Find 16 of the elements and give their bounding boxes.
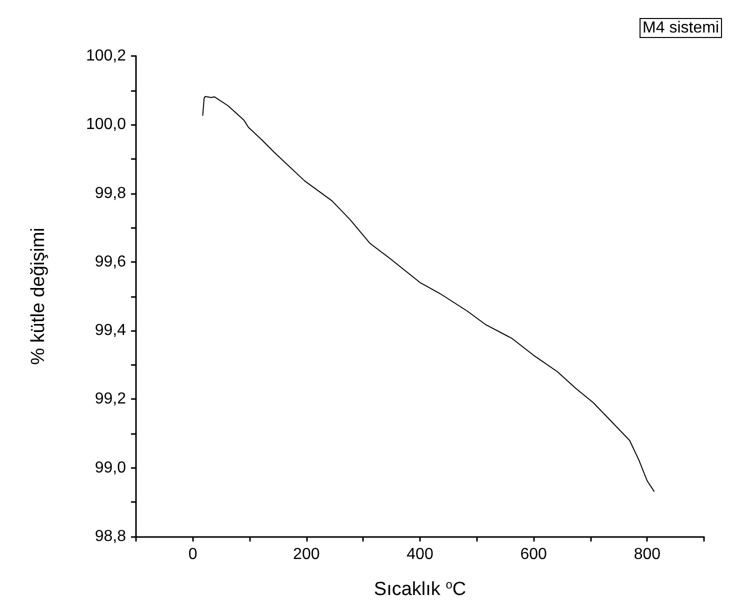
x-tick-label: 400 xyxy=(406,546,434,563)
y-axis-title: % kütle değişimi xyxy=(28,228,49,365)
y-tick-label: 98,8 xyxy=(94,528,126,545)
y-tick-label: 99,2 xyxy=(94,390,126,408)
x-tick-label: 600 xyxy=(520,546,548,563)
y-tick-label: 99,6 xyxy=(94,253,126,270)
y-tick-label: 99,8 xyxy=(94,184,126,202)
y-tick-label: 99,0 xyxy=(94,459,126,476)
y-tick-label: 99,4 xyxy=(94,322,126,340)
x-tick-label: 0 xyxy=(188,546,198,563)
y-tick-label: 100,0 xyxy=(86,116,126,134)
y-tick-label: 100,2 xyxy=(86,48,126,64)
text: M4 sistemi xyxy=(642,20,719,36)
x-tick-label: 800 xyxy=(634,546,661,563)
x-tick-label: 200 xyxy=(293,546,320,563)
line-series xyxy=(202,96,655,492)
